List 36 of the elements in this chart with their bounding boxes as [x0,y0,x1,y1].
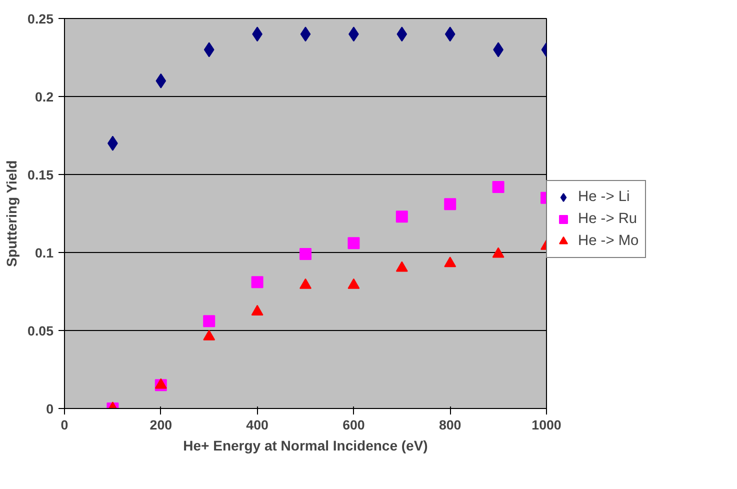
x-tick-label: 1000 [532,418,562,432]
point [300,278,312,289]
point [396,210,408,223]
x-axis-title: He+ Energy at Normal Incidence (eV) [183,438,428,454]
point [154,378,167,389]
y-axis-title: Sputtering Yield [4,160,20,267]
point [251,276,264,288]
point [444,256,456,268]
point [204,42,214,58]
x-tick-label: 800 [438,418,462,432]
y-tick-label: 0 [46,402,54,416]
x-tick-label: 600 [342,418,365,432]
y-tick-label: 0.2 [34,90,54,104]
y-tick-label: 0.05 [28,324,54,338]
y-tick-label: 0.15 [28,168,54,182]
legend-label: He -> Mo [578,233,639,249]
y-tick-label: 0.25 [28,12,54,26]
point [396,26,408,42]
y-tick-label: 0.1 [34,246,54,260]
point [396,261,408,272]
x-tick-label: 400 [246,418,268,432]
point [348,237,360,250]
point [300,26,311,42]
point [444,198,456,210]
point [492,247,504,258]
legend-label: He -> Ru [578,211,638,227]
point [348,278,360,289]
x-tick-label: 0 [60,418,68,432]
point [444,26,456,42]
legend-label: He -> Li [578,189,630,205]
point [203,330,216,340]
x-tick-label: 200 [150,418,172,432]
point [156,73,166,88]
point [300,248,312,260]
point [251,304,264,316]
point [492,180,504,193]
